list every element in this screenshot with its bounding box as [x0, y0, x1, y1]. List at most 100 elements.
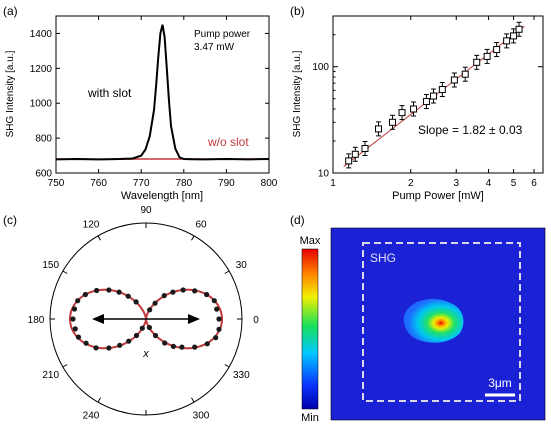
data-point — [389, 114, 397, 130]
data-point — [345, 153, 353, 169]
colorbar — [301, 248, 319, 410]
x-axis-label-a: Wavelength [nm] — [121, 190, 203, 202]
polar-data-point — [116, 289, 122, 295]
y-tick-label-a: 1400 — [30, 29, 53, 40]
polar-data-point — [139, 325, 145, 331]
data-point — [473, 54, 481, 70]
square-marker — [510, 32, 518, 40]
polar-data-point — [180, 287, 186, 293]
polar-data-point — [152, 300, 158, 306]
scale-bar-label: 3μm — [488, 376, 512, 390]
polar-data-point — [71, 306, 78, 312]
square-marker — [483, 52, 491, 60]
polar-tick — [191, 397, 195, 403]
square-marker — [493, 46, 501, 54]
data-point — [510, 28, 518, 44]
polar-data-point — [204, 341, 210, 347]
panel-a-chart: 750 760 770 780 790 800 600 800 1000 1200 1400 wi… — [5, 15, 278, 202]
polar-angle-label: 180 — [28, 315, 45, 326]
y-axis-label-b: SHG Intensity [a.u.] — [292, 50, 303, 137]
series-label-with-slot: with slot — [87, 86, 132, 100]
polar-data-point — [211, 298, 217, 304]
polar-angle-label: 0 — [253, 315, 259, 326]
y-tick-label-b: 100 — [312, 62, 329, 73]
y-axis-label-a: SHG Intensity [a.u.] — [5, 50, 16, 137]
data-point — [461, 66, 469, 82]
polar-tick — [97, 235, 101, 241]
panel-c-polar-chart: 0306090120150180210240270300330 x — [28, 205, 260, 426]
data-point — [493, 42, 501, 58]
data-point — [361, 141, 369, 157]
annotation-pump-power-label: Pump power — [194, 29, 251, 40]
x-axis-label-b: Pump Power [mW] — [392, 190, 484, 202]
square-marker — [503, 37, 511, 45]
x-tick-label-b: 2 — [408, 178, 414, 189]
polar-angle-label: 90 — [140, 205, 152, 216]
arrow-head-right — [188, 314, 200, 324]
polar-data-point — [170, 289, 176, 295]
series-line-with-slot — [56, 24, 269, 161]
polar-data-point — [72, 326, 78, 332]
data-point — [398, 105, 406, 121]
polar-angle-label: 120 — [83, 220, 100, 231]
polar-data-point — [170, 343, 176, 349]
polar-angle-label: 210 — [42, 370, 59, 381]
square-marker — [515, 25, 523, 33]
heatmap-label: SHG — [370, 251, 396, 265]
data-point — [450, 72, 458, 88]
square-marker — [410, 105, 418, 113]
polar-data-point — [83, 340, 89, 346]
x-tick-label-b: 5 — [511, 178, 517, 189]
square-marker — [389, 118, 397, 126]
x-tick-label-b: 1 — [330, 178, 336, 189]
polar-data-point — [192, 288, 198, 294]
slope-annotation: Slope = 1.82 ± 0.03 — [418, 123, 523, 137]
data-point — [503, 33, 511, 49]
polar-tick — [62, 364, 68, 368]
polar-angle-label: 60 — [195, 220, 207, 231]
polar-axis-label: x — [142, 348, 149, 360]
annotation-pump-power-value: 3.47 mW — [194, 42, 235, 53]
polar-data-point — [82, 291, 88, 298]
data-point — [438, 82, 446, 98]
x-tick-label-a: 780 — [175, 178, 192, 189]
y-tick-label-a: 1200 — [30, 64, 53, 75]
polar-data-point — [93, 345, 99, 351]
panel-d-heatmap: Max Min SHG 3μm — [300, 227, 546, 424]
polar-data-point — [106, 345, 112, 351]
polar-data-point — [117, 342, 123, 348]
polar-data-point — [133, 332, 140, 339]
polar-angle-label: 240 — [83, 410, 100, 421]
x-tick-label-a: 760 — [90, 178, 107, 189]
panel-label-a: (a) — [3, 4, 18, 18]
square-marker — [461, 70, 469, 78]
polar-tick — [62, 270, 68, 274]
polar-data-point — [214, 306, 220, 312]
polar-data-point — [147, 307, 153, 313]
data-point — [430, 88, 438, 104]
polar-data-point — [216, 326, 222, 332]
polar-data-point — [75, 298, 81, 304]
colorbar-min-label: Min — [301, 412, 319, 424]
polar-tick — [191, 235, 195, 241]
polar-tick — [224, 364, 230, 368]
polar-data-point — [70, 316, 76, 322]
polar-angle-label: 300 — [193, 410, 210, 421]
square-marker — [422, 98, 430, 106]
square-marker — [438, 86, 446, 94]
arrow-head-left — [92, 314, 104, 324]
data-point — [374, 121, 382, 137]
x-tick-label-b: 3 — [453, 178, 459, 189]
polar-data-point — [133, 299, 139, 305]
square-marker — [473, 58, 481, 66]
square-marker — [351, 150, 359, 158]
polar-tick — [97, 397, 101, 403]
square-marker — [361, 145, 369, 153]
data-point — [515, 21, 523, 37]
polar-data-point — [125, 293, 131, 299]
x-tick-label-a: 770 — [133, 178, 150, 189]
square-marker — [430, 92, 438, 100]
panel-label-b: (b) — [290, 4, 305, 18]
polar-data-point — [126, 338, 132, 344]
